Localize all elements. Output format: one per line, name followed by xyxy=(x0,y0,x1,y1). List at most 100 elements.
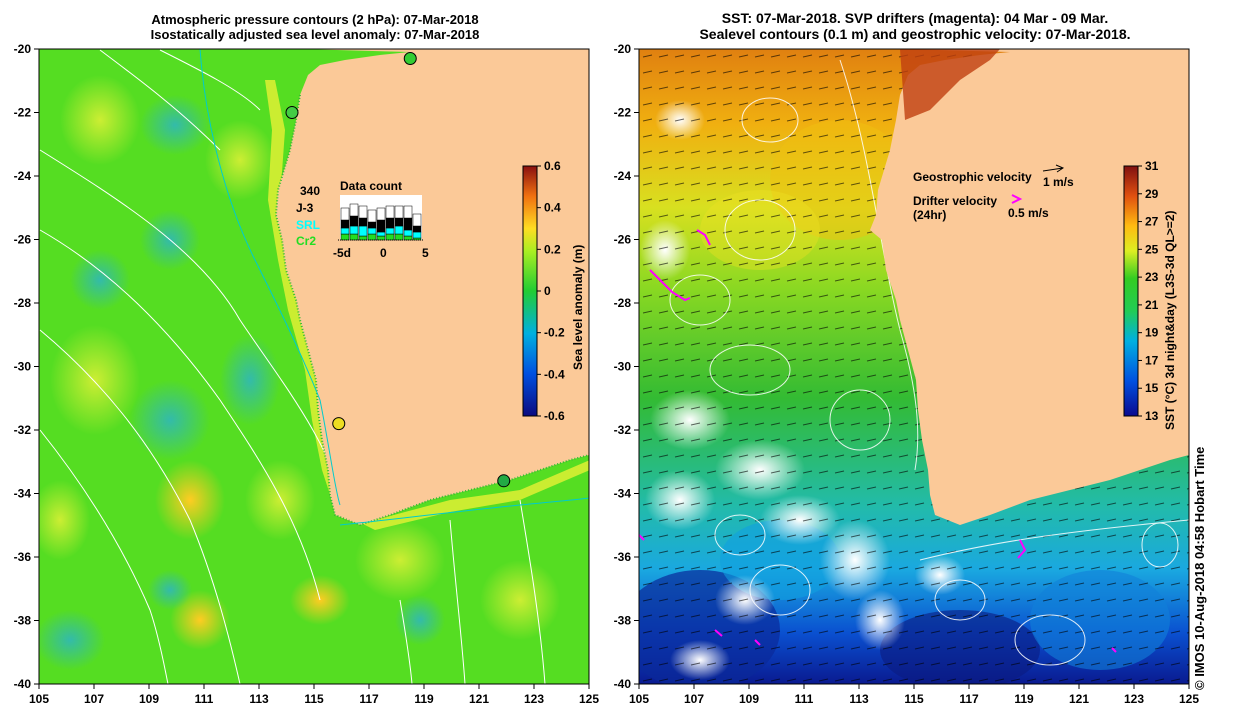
left-x-tick-label: 119 xyxy=(414,692,434,706)
colorbar-tick-label: 27 xyxy=(1145,215,1159,229)
right-x-tick-label: 107 xyxy=(684,692,704,706)
left-y-tick-label: -36 xyxy=(14,550,32,564)
left-title-line1: Atmospheric pressure contours (2 hPa): 0… xyxy=(151,12,479,27)
right-y-tick-label: -40 xyxy=(614,677,632,691)
right-y-tick-label: -34 xyxy=(614,487,632,501)
data-count-axis-5: 5 xyxy=(422,246,429,260)
tide-gauge-marker xyxy=(497,474,511,488)
data-count-bar-segment xyxy=(412,213,422,227)
data-count-bar-segment xyxy=(340,227,350,235)
right-map xyxy=(639,49,1189,684)
left-x-tick-label: 123 xyxy=(524,692,544,706)
left-y-tick-label: -26 xyxy=(14,233,32,247)
right-y-tick-label: -24 xyxy=(614,169,632,183)
left-x-tick-label: 111 xyxy=(195,692,214,706)
data-count-bar-segment xyxy=(385,217,395,229)
left-y-tick-label: -28 xyxy=(14,296,32,310)
drifter-scale-label: 0.5 m/s xyxy=(1008,206,1049,220)
data-count-source-j3: J-3 xyxy=(296,201,314,215)
colorbar-tick-label: 21 xyxy=(1145,298,1159,312)
tide-gauge-markers xyxy=(285,52,511,488)
left-title-line2: Isostatically adjusted sea level anomaly… xyxy=(150,27,480,42)
right-x-tick-label: 117 xyxy=(959,692,979,706)
sealevel-contours xyxy=(669,59,1189,666)
drifter-scale-arrow-icon xyxy=(1011,194,1023,204)
left-y-tick-label: -30 xyxy=(14,360,32,374)
colorbar-tick-label: -0.4 xyxy=(544,367,565,381)
right-x-tick-label: 113 xyxy=(849,692,869,706)
left-panel-title: Atmospheric pressure contours (2 hPa): 0… xyxy=(40,12,590,42)
left-y-tick-label: -38 xyxy=(14,614,32,628)
data-count-bar-segment xyxy=(412,231,422,239)
left-x-tick-label: 121 xyxy=(469,692,489,706)
australia-landmass-left xyxy=(276,49,589,525)
right-x-tick-label: 109 xyxy=(739,692,759,706)
data-count-bar-segment xyxy=(385,227,395,235)
right-x-tick-label: 105 xyxy=(629,692,649,706)
data-count-bar-segment xyxy=(376,235,386,241)
data-count-bar-segment xyxy=(376,219,386,233)
right-y-tick-label: -36 xyxy=(614,550,632,564)
left-x-tick-label: 105 xyxy=(29,692,49,706)
left-x-tick-label: 109 xyxy=(139,692,159,706)
left-y-tick-label: -20 xyxy=(14,42,32,56)
data-count-bar-segment xyxy=(403,217,413,231)
tide-gauge-marker xyxy=(403,52,417,66)
left-y-tick-label: -40 xyxy=(14,677,32,691)
sla-colorbar: 0.6 0.4 0.2 0 -0.2 -0.4 -0.6 xyxy=(522,159,565,423)
geostrophic-scale-label: 1 m/s xyxy=(1043,175,1074,189)
australia-landmass-right xyxy=(870,49,1189,525)
data-count-bar-segment xyxy=(403,229,413,237)
data-count-bar-segment xyxy=(367,227,377,235)
right-title-line1: SST: 07-Mar-2018. SVP drifters (magenta)… xyxy=(721,10,1109,26)
data-count-source-srl: SRL xyxy=(296,218,320,232)
sst-colorbar: 31 29 27 25 23 21 19 17 15 13 xyxy=(1123,159,1159,423)
drifter-velocity-sublabel: (24hr) xyxy=(913,208,946,222)
right-y-tick-label: -38 xyxy=(614,614,632,628)
tide-gauge-marker xyxy=(332,417,346,431)
colorbar-tick-label: 0.2 xyxy=(544,242,561,256)
data-count-bar-segment xyxy=(394,205,404,219)
geostrophic-scale-arrow-icon xyxy=(1042,164,1065,173)
right-y-tick-label: -28 xyxy=(614,296,632,310)
left-x-tick-label: 115 xyxy=(304,692,324,706)
data-count-bar-segment xyxy=(403,235,413,241)
data-count-bar-segment xyxy=(349,233,359,241)
data-count-bar-segment xyxy=(349,203,359,217)
left-x-tick-label: 117 xyxy=(359,692,379,706)
colorbar-tick-label: 0.6 xyxy=(544,159,561,173)
right-y-tick-label: -20 xyxy=(614,42,632,56)
right-y-tick-label: -22 xyxy=(614,106,632,120)
data-count-bar-segment xyxy=(358,235,368,241)
data-count-bar-segment xyxy=(385,233,395,241)
data-count-bar-segment xyxy=(394,217,404,227)
data-count-bar-segment xyxy=(349,225,359,235)
geostrophic-velocity-label: Geostrophic velocity xyxy=(913,170,1032,184)
left-x-tick-label: 107 xyxy=(84,692,104,706)
left-y-tick-label: -22 xyxy=(14,106,32,120)
right-y-tick-label: -32 xyxy=(614,423,632,437)
data-count-inset xyxy=(338,195,424,241)
colorbar-tick-label: -0.6 xyxy=(544,409,565,423)
colorbar-tick-label: 31 xyxy=(1145,159,1159,173)
colorbar-tick-label: 19 xyxy=(1145,326,1159,340)
data-count-title: Data count xyxy=(340,179,402,193)
right-panel-title: SST: 07-Mar-2018. SVP drifters (magenta)… xyxy=(640,10,1190,42)
left-x-tick-label: 113 xyxy=(249,692,269,706)
data-count-total: 340 xyxy=(300,184,320,198)
left-map xyxy=(39,49,589,684)
data-count-bar-segment xyxy=(403,205,413,219)
sst-colorbar-label: SST (°C) 3d night&day (L3S-3d QL>=2) xyxy=(1163,211,1177,431)
data-count-bar-segment xyxy=(394,225,404,235)
data-count-source-cr2: Cr2 xyxy=(296,234,316,248)
drifter-velocity-label: Drifter velocity xyxy=(913,194,997,208)
right-x-tick-label: 111 xyxy=(795,692,814,706)
data-count-bar-segment xyxy=(367,233,377,241)
data-count-bar-segment xyxy=(358,205,368,219)
left-y-tick-label: -24 xyxy=(14,169,32,183)
right-y-tick-label: -26 xyxy=(614,233,632,247)
right-x-tick-label: 121 xyxy=(1069,692,1089,706)
right-title-line2: Sealevel contours (0.1 m) and geostrophi… xyxy=(699,26,1131,42)
data-count-bar-segment xyxy=(376,231,386,237)
